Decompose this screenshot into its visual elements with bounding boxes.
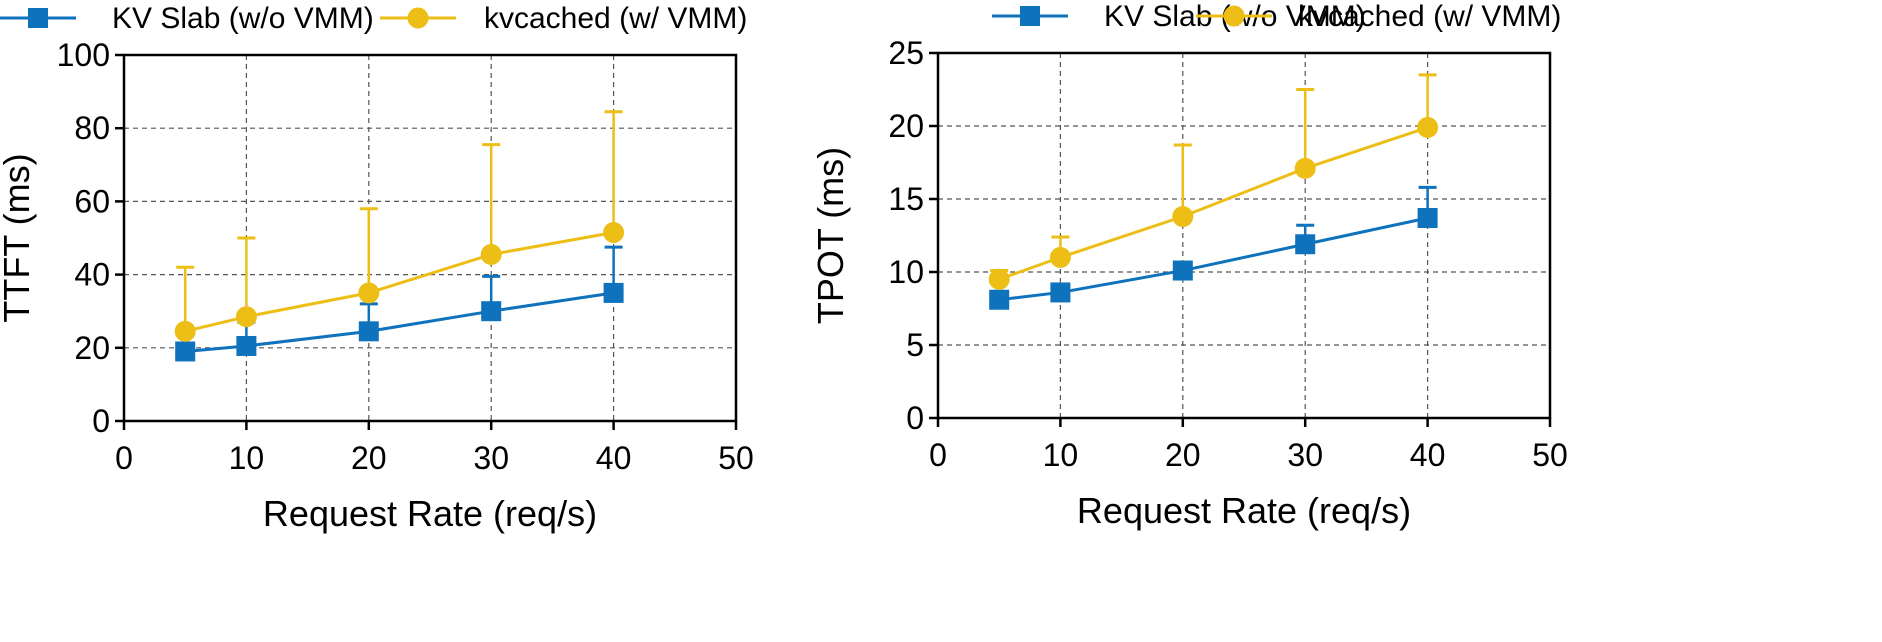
x-tick-label: 30 [1287, 437, 1323, 473]
legend-marker [1020, 6, 1040, 26]
y-tick-label: 80 [74, 110, 110, 146]
legend-entry: KV Slab (w/o VMM) [0, 2, 374, 35]
legend-label: kvcached (w/ VMM) [484, 2, 747, 35]
data-point [1172, 206, 1194, 228]
plot-frame [122, 53, 738, 423]
x-tick-label: 50 [718, 440, 754, 476]
y-tick-label: 0 [92, 403, 110, 439]
ttft-chart: 0 10 20 30 40 50 0 20 40 60 80 100 Request Rate (req… [0, 2, 754, 534]
data-point [603, 282, 624, 303]
y-axis-title: TPOT (ms) [810, 147, 851, 324]
y-tick-label: 10 [888, 254, 924, 290]
data-point [603, 222, 625, 244]
x-tick-label: 10 [229, 440, 265, 476]
y-tick-label: 0 [906, 400, 924, 436]
y-tick-label: 40 [74, 257, 110, 293]
data-point [1294, 157, 1316, 179]
x-tick-label: 10 [1043, 437, 1079, 473]
data-point [1049, 246, 1071, 268]
legend-marker [28, 8, 48, 28]
plot-frame [936, 51, 1552, 420]
legend-label: kvcached (w/ VMM) [1298, 0, 1561, 33]
y-tick-label: 25 [888, 35, 924, 71]
data-point [1050, 282, 1071, 303]
data-point [989, 289, 1010, 310]
data-point [988, 268, 1010, 290]
y-tick-label: 15 [888, 181, 924, 217]
x-axis-title: Request Rate (req/s) [263, 493, 597, 534]
y-axis-title: TTFT (ms) [0, 153, 37, 322]
data-point [1172, 260, 1193, 281]
data-point [1417, 116, 1439, 138]
tpot-chart: 0 10 20 30 40 50 0 5 10 15 20 25 Request Rate (req/s… [810, 0, 1568, 531]
y-tick-label: 100 [57, 37, 110, 73]
data-point [1295, 234, 1316, 255]
data-point [481, 301, 502, 322]
x-tick-label: 50 [1532, 437, 1568, 473]
x-tick-label: 30 [473, 440, 509, 476]
x-tick-label: 0 [115, 440, 133, 476]
y-tick-label: 60 [74, 183, 110, 219]
data-point [236, 335, 257, 356]
data-point [174, 320, 196, 342]
data-point [358, 282, 380, 304]
data-point [1417, 207, 1438, 228]
legend-entry: kvcached (w/ VMM) [1196, 0, 1561, 33]
y-tick-label: 20 [888, 108, 924, 144]
x-tick-label: 20 [351, 440, 387, 476]
data-point [235, 306, 257, 328]
x-tick-label: 20 [1165, 437, 1201, 473]
data-point [358, 321, 379, 342]
x-tick-label: 40 [1410, 437, 1446, 473]
legend-marker [1223, 5, 1245, 27]
legend-label: KV Slab (w/o VMM) [112, 2, 374, 35]
legend-entry: kvcached (w/ VMM) [380, 2, 747, 35]
x-tick-label: 40 [596, 440, 632, 476]
x-tick-label: 0 [929, 437, 947, 473]
x-axis-title: Request Rate (req/s) [1077, 490, 1411, 531]
y-tick-label: 20 [74, 330, 110, 366]
legend-marker [407, 7, 429, 29]
data-point [175, 341, 196, 362]
data-point [480, 243, 502, 265]
y-tick-label: 5 [906, 327, 924, 363]
